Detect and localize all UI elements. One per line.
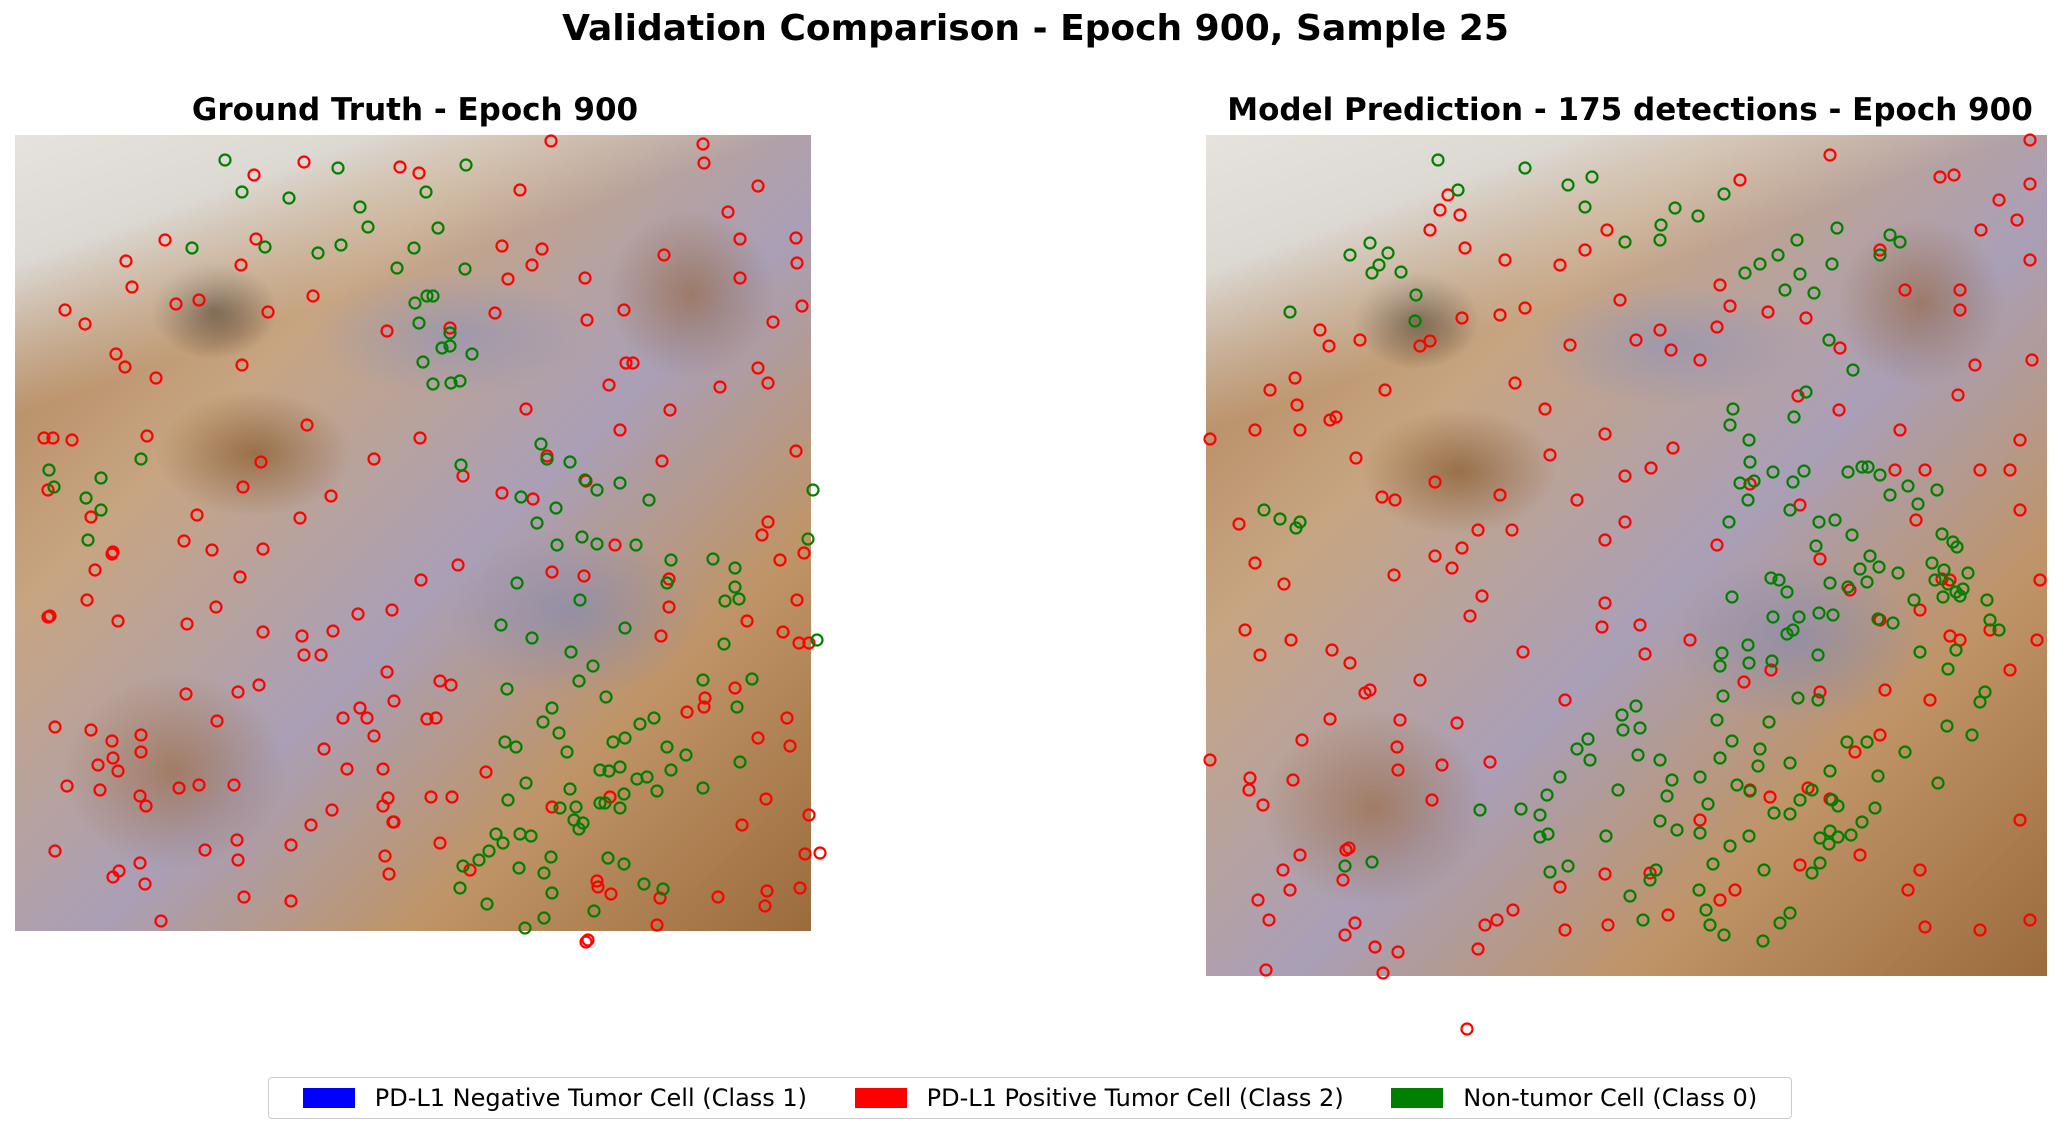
legend-swatch-class1 <box>302 1088 355 1108</box>
gt-positive-marker <box>581 933 595 947</box>
figure-title: Validation Comparison - Epoch 900, Sampl… <box>562 8 1509 49</box>
legend: PD-L1 Negative Tumor Cell (Class 1) PD-L… <box>268 1077 1792 1119</box>
legend-label-class2: PD-L1 Positive Tumor Cell (Class 2) <box>926 1084 1344 1112</box>
legend-swatch-class2 <box>854 1088 907 1108</box>
legend-item-class1: PD-L1 Negative Tumor Cell (Class 1) <box>302 1084 808 1112</box>
gt-nontumor-marker <box>810 633 824 647</box>
ground-truth-title: Ground Truth - Epoch 900 <box>191 92 639 128</box>
legend-swatch-class0 <box>1391 1088 1444 1108</box>
ground-truth-tissue-image <box>15 135 811 931</box>
prediction-title: Model Prediction - 175 detections - Epoc… <box>1227 92 2033 128</box>
gt-positive-marker <box>813 846 827 860</box>
prediction-tissue-image <box>1206 135 2047 976</box>
legend-label-class1: PD-L1 Negative Tumor Cell (Class 1) <box>374 1084 808 1112</box>
legend-item-class0: Non-tumor Cell (Class 0) <box>1391 1084 1757 1112</box>
gt-positive-marker <box>579 935 593 949</box>
pred-positive-marker <box>1460 1022 1474 1036</box>
legend-label-class0: Non-tumor Cell (Class 0) <box>1463 1084 1758 1112</box>
legend-item-class2: PD-L1 Positive Tumor Cell (Class 2) <box>854 1084 1344 1112</box>
